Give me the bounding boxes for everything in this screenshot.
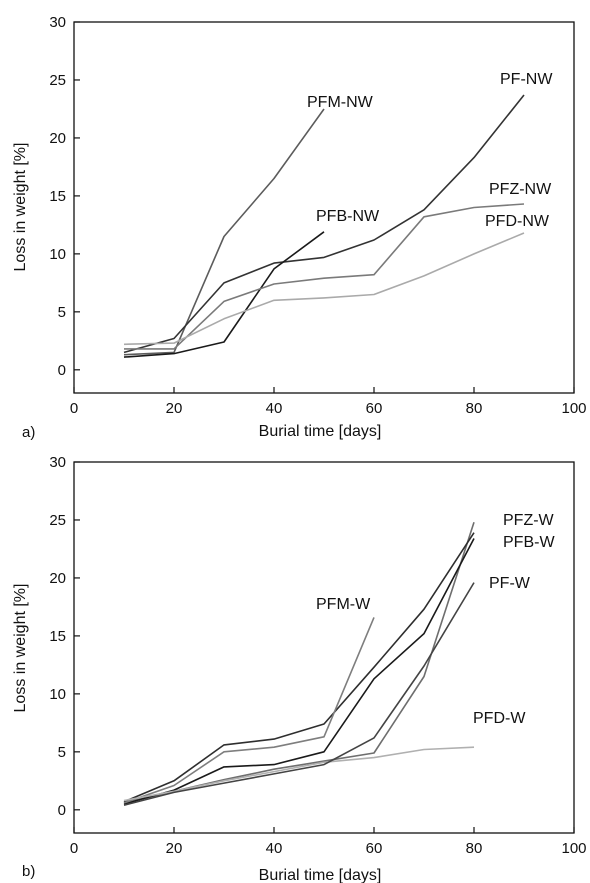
y-tick-label: 10 <box>49 246 66 263</box>
panel-label: a) <box>22 424 35 441</box>
x-tick-label: 20 <box>166 400 183 417</box>
series-line-pf-w <box>123 532 475 803</box>
series-line-pfd-nw <box>123 232 525 346</box>
y-axis-title: Loss in weight [%] <box>12 143 29 272</box>
panel-label: b) <box>22 863 35 880</box>
x-tick-label: 40 <box>266 400 283 417</box>
series-line-pfd-w <box>123 746 475 802</box>
series-line-pfm-nw <box>123 108 325 356</box>
y-tick-label: 0 <box>58 362 66 379</box>
series-label-pfd-w: PFD-W <box>473 710 526 727</box>
x-tick-label: 0 <box>70 400 78 417</box>
y-tick-label: 20 <box>49 130 66 147</box>
chart-panel-a: 0 20 40 60 80 100 0 5 10 15 20 25 30 Burial time [day… <box>12 14 587 441</box>
y-tick-label: 10 <box>49 686 66 703</box>
x-tick-label: 80 <box>466 840 483 857</box>
y-tick-label: 5 <box>58 304 66 321</box>
y-tick-label: 30 <box>49 14 66 31</box>
x-axis-title: Burial time [days] <box>259 867 382 883</box>
y-tick-label: 15 <box>49 188 66 205</box>
plot-frame <box>73 461 575 834</box>
x-tick-label: 60 <box>366 840 383 857</box>
series-label-pfb-nw: PFB-NW <box>316 208 380 225</box>
y-tick-label: 0 <box>58 802 66 819</box>
series-label-pfm-nw: PFM-NW <box>307 94 374 111</box>
series-label-pfz-w: PFZ-W <box>503 512 555 529</box>
series-line-pfb-w <box>123 538 475 805</box>
x-tick-label: 0 <box>70 840 78 857</box>
y-axis-title: Loss in weight [%] <box>12 584 29 713</box>
x-tick-label: 20 <box>166 840 183 857</box>
x-tick-label: 40 <box>266 840 283 857</box>
series-label-pf-w: PF-W <box>489 575 531 592</box>
chart-panel-b: 0 20 40 60 80 100 0 5 10 15 20 25 30 Burial time [day… <box>12 454 587 883</box>
y-tick-label: 5 <box>58 744 66 761</box>
y-tick-label: 30 <box>49 454 66 471</box>
series-line-pf-nw <box>123 94 525 354</box>
x-axis-title: Burial time [days] <box>259 423 382 440</box>
series-line-unlabeled <box>123 582 475 806</box>
x-tick-label: 60 <box>366 400 383 417</box>
series-label-pfb-w: PFB-W <box>503 534 555 551</box>
series-line-pfm-w <box>123 617 375 804</box>
plot-frame <box>73 21 575 394</box>
series-label-pfm-w: PFM-W <box>316 596 371 613</box>
series-label-pfz-nw: PFZ-NW <box>489 181 552 198</box>
series-label-pfd-nw: PFD-NW <box>485 213 550 230</box>
x-tick-label: 100 <box>561 400 586 417</box>
series-label-pf-nw: PF-NW <box>500 71 553 88</box>
y-tick-label: 25 <box>49 72 66 89</box>
series-line-pfz-w <box>123 522 475 804</box>
x-tick-label: 100 <box>561 840 586 857</box>
y-tick-label: 25 <box>49 512 66 529</box>
y-tick-label: 20 <box>49 570 66 587</box>
series-line-pfz-nw <box>124 203 525 350</box>
x-tick-label: 80 <box>466 400 483 417</box>
series-line-pfb-nw <box>123 231 325 358</box>
y-tick-label: 15 <box>49 628 66 645</box>
